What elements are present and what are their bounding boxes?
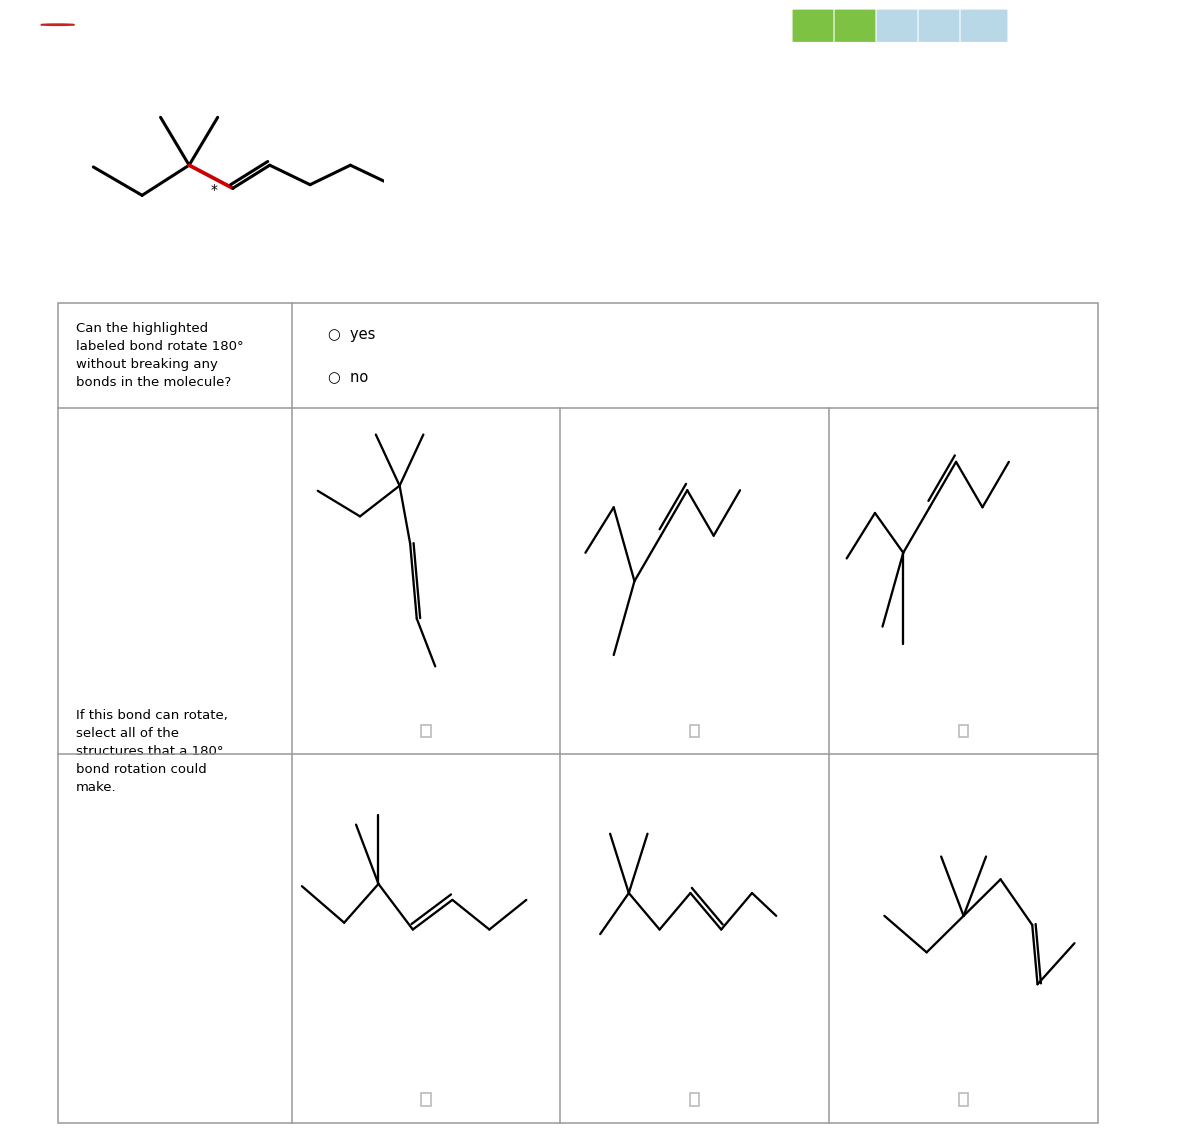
- FancyBboxPatch shape: [421, 725, 431, 737]
- FancyBboxPatch shape: [876, 9, 924, 42]
- Text: HYDROCARBONS: HYDROCARBONS: [76, 9, 168, 19]
- Text: Identifying bond rotations in dash-wedge skeletal structures: Identifying bond rotations in dash-wedge…: [76, 30, 432, 42]
- Text: If this bond can rotate,
select all of the
structures that a 180°
bond rotation : If this bond can rotate, select all of t…: [76, 709, 228, 794]
- FancyBboxPatch shape: [834, 9, 882, 42]
- FancyBboxPatch shape: [421, 1093, 431, 1105]
- FancyBboxPatch shape: [959, 1093, 968, 1105]
- Circle shape: [1130, 24, 1200, 27]
- FancyBboxPatch shape: [690, 1093, 700, 1105]
- Text: ○  no: ○ no: [329, 370, 368, 384]
- FancyBboxPatch shape: [918, 9, 966, 42]
- Text: ○  yes: ○ yes: [329, 327, 376, 342]
- FancyBboxPatch shape: [690, 725, 700, 737]
- Circle shape: [41, 24, 74, 25]
- FancyBboxPatch shape: [960, 9, 1008, 42]
- Text: Can the highlighted
labeled bond rotate 180°
without breaking any
bonds in the m: Can the highlighted labeled bond rotate …: [76, 323, 244, 389]
- FancyBboxPatch shape: [792, 9, 840, 42]
- FancyBboxPatch shape: [959, 725, 968, 737]
- Circle shape: [31, 24, 84, 26]
- Text: 3/5: 3/5: [1012, 21, 1030, 31]
- Text: *: *: [211, 183, 218, 198]
